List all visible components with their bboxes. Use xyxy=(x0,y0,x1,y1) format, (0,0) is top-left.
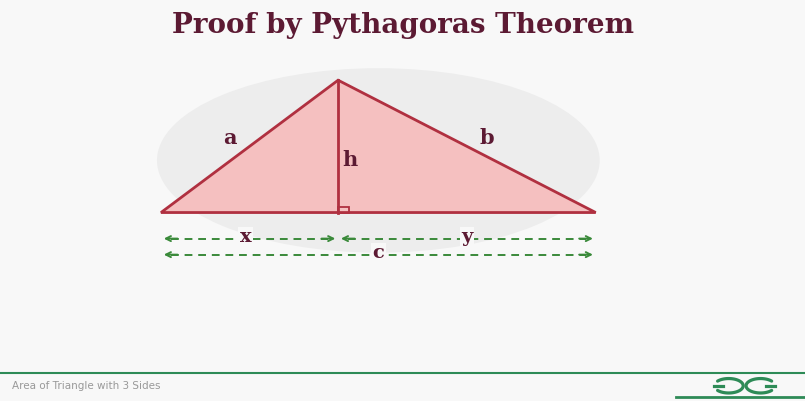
Polygon shape xyxy=(161,80,596,213)
Text: x: x xyxy=(240,229,251,246)
Text: c: c xyxy=(373,245,384,262)
Text: Area of Triangle with 3 Sides: Area of Triangle with 3 Sides xyxy=(12,381,160,391)
Ellipse shape xyxy=(157,68,600,253)
Text: b: b xyxy=(480,128,494,148)
Text: Proof by Pythagoras Theorem: Proof by Pythagoras Theorem xyxy=(171,12,634,39)
Text: a: a xyxy=(223,128,236,148)
Text: y: y xyxy=(461,229,473,246)
Text: h: h xyxy=(343,150,357,170)
